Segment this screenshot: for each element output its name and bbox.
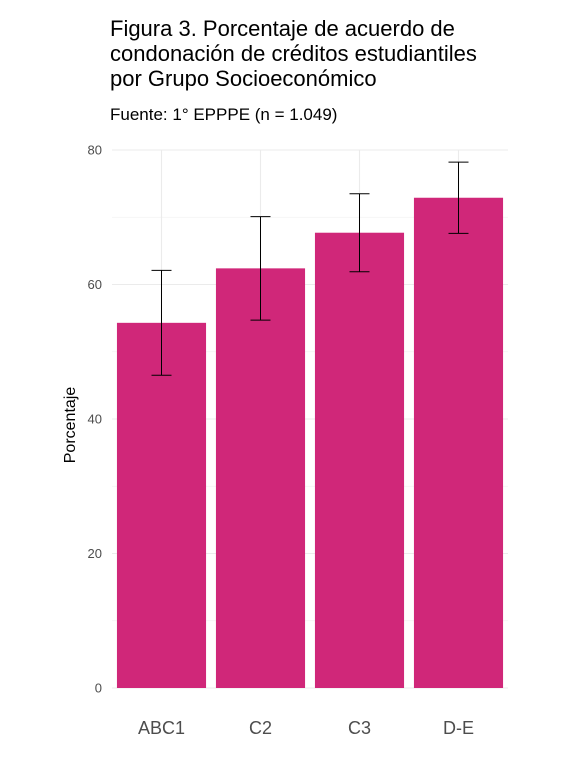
x-tick-label: ABC1: [138, 718, 185, 738]
error-bars: [151, 161, 469, 376]
bar-c2: [215, 268, 306, 688]
error-bar-c2: [250, 216, 271, 321]
x-tick-label: C2: [249, 718, 272, 738]
error-bar-c3: [349, 193, 370, 273]
error-bar-abc1: [151, 269, 172, 376]
y-tick-label: 0: [95, 681, 102, 696]
chart-title-line-2: condonación de créditos estudiantiles: [110, 41, 477, 66]
y-axis-label: Porcentaje: [62, 387, 79, 464]
y-tick-label: 40: [88, 412, 102, 427]
error-bar-d-e: [448, 161, 469, 234]
chart-subtitle: Fuente: 1° EPPPE (n = 1.049): [110, 105, 338, 124]
bar-abc1: [116, 322, 207, 688]
x-axis-ticks: ABC1 C2 C3 D-E: [138, 718, 474, 738]
chart-title-line-3: por Grupo Socioeconómico: [110, 66, 377, 91]
y-axis-ticks: 0 20 40 60 80: [88, 143, 102, 696]
chart-title: Figura 3. Porcentaje de acuerdo de condo…: [110, 16, 570, 91]
y-tick-label: 60: [88, 277, 102, 292]
chart-title-line-1: Figura 3. Porcentaje de acuerdo de: [110, 16, 455, 41]
y-tick-label: 80: [88, 143, 102, 158]
x-tick-label: C3: [348, 718, 371, 738]
x-tick-label: D-E: [443, 718, 474, 738]
bar-d-e: [413, 197, 504, 688]
bar-c3: [314, 232, 405, 688]
bars: [116, 197, 504, 688]
y-tick-label: 20: [88, 546, 102, 561]
